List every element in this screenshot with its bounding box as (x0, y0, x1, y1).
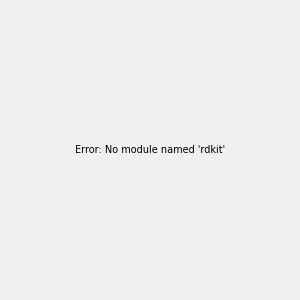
Text: Error: No module named 'rdkit': Error: No module named 'rdkit' (75, 145, 225, 155)
